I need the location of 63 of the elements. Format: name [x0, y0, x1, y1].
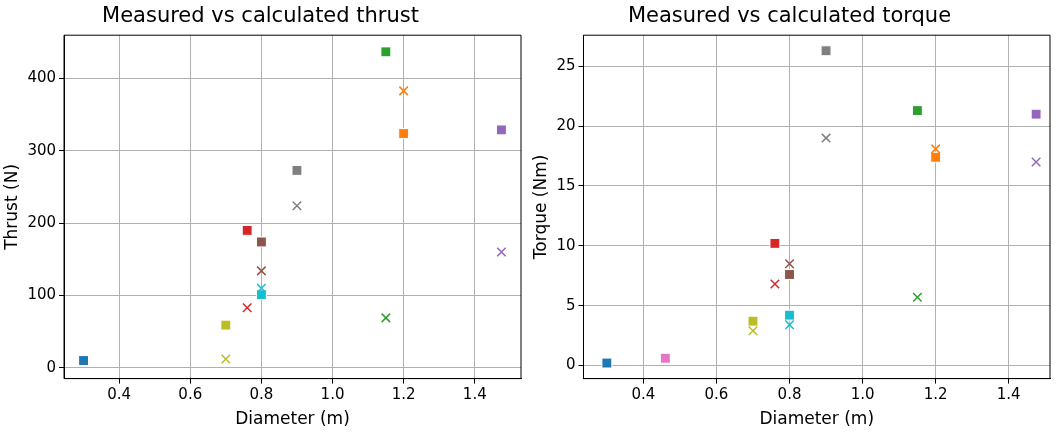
x-tick-label: 1.0 — [850, 385, 875, 404]
point — [784, 309, 795, 321]
point — [821, 133, 832, 144]
y-tick-label: 25 — [556, 56, 576, 75]
point — [911, 105, 923, 117]
x-tick-label: 1.4 — [462, 385, 487, 404]
point — [769, 279, 780, 290]
x-tick-label: 1.2 — [923, 385, 948, 404]
y-tick-label: 20 — [556, 116, 576, 135]
point — [1030, 108, 1042, 120]
point — [255, 236, 267, 248]
y-tick-label: 300 — [27, 140, 57, 159]
point — [291, 164, 303, 176]
point — [220, 354, 231, 365]
point — [769, 237, 781, 249]
x-tick-label: 0.4 — [631, 385, 656, 404]
point — [241, 224, 253, 236]
point — [1031, 157, 1042, 168]
point — [601, 357, 613, 369]
point — [930, 151, 942, 163]
y-tick-label: 5 — [565, 295, 576, 314]
point — [398, 128, 410, 139]
y-tick-label: 100 — [27, 285, 57, 304]
y-tick-label: 10 — [556, 235, 576, 254]
point — [256, 283, 267, 294]
x-axis-title: Diameter (m) — [759, 408, 875, 429]
chart-title: Measured vs calculated thrust — [102, 3, 419, 28]
point — [496, 247, 507, 258]
point — [495, 124, 507, 136]
point — [380, 312, 391, 323]
point — [659, 352, 671, 364]
point — [784, 319, 795, 330]
x-axis-title: Diameter (m) — [235, 408, 350, 429]
y-axis-title: Torque (Nm) — [529, 154, 550, 261]
point — [380, 46, 392, 58]
point — [256, 265, 267, 276]
y-tick-label: 0 — [565, 355, 576, 374]
point — [747, 315, 759, 327]
point — [784, 269, 795, 280]
x-tick-label: 0.8 — [249, 385, 274, 404]
y-tick-label: 15 — [556, 175, 576, 194]
y-tick-label: 0 — [46, 357, 57, 376]
point — [291, 200, 302, 211]
x-tick-label: 0.6 — [178, 385, 203, 404]
point — [78, 355, 90, 366]
y-tick-label: 200 — [27, 213, 57, 232]
x-tick-label: 1.0 — [320, 385, 345, 404]
chart-title: Measured vs calculated torque — [627, 3, 952, 28]
point — [242, 302, 253, 313]
x-tick-label: 0.4 — [107, 385, 132, 404]
point — [748, 325, 758, 336]
x-tick-label: 1.2 — [391, 385, 416, 404]
x-tick-label: 0.8 — [777, 385, 802, 404]
point — [220, 319, 232, 331]
point — [930, 143, 941, 154]
point — [820, 45, 832, 57]
point — [912, 292, 923, 303]
point — [784, 258, 795, 269]
point — [398, 85, 409, 96]
y-tick-label: 400 — [27, 68, 57, 87]
y-axis-title: Thrust (N) — [0, 163, 21, 251]
x-tick-label: 0.6 — [704, 385, 729, 404]
x-tick-label: 1.4 — [996, 385, 1021, 404]
